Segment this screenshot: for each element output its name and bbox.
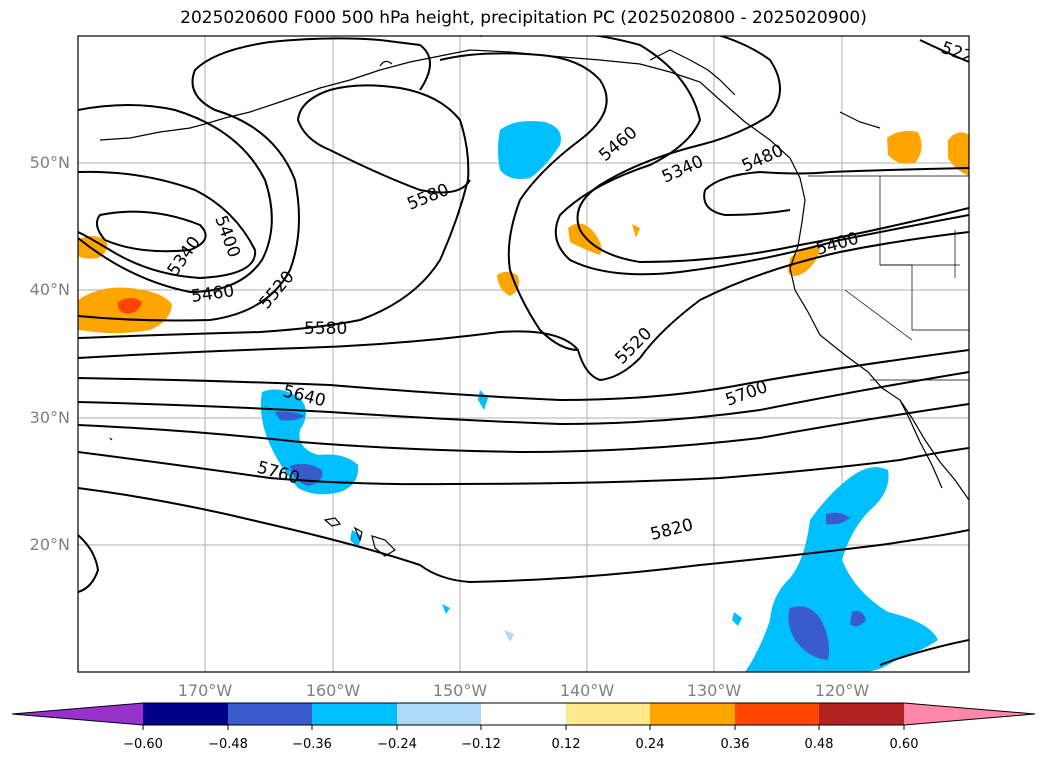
lon-label-140w: 140°W — [559, 681, 615, 700]
precip-negative-area — [442, 604, 450, 614]
colorbar-tick-label: −0.36 — [292, 737, 332, 752]
lat-label-30n: 30°N — [29, 408, 70, 427]
lat-label-50n: 50°N — [29, 153, 70, 172]
lat-label-40n: 40°N — [29, 280, 70, 299]
lon-label-130w: 130°W — [686, 681, 742, 700]
colorbar-swatch — [397, 703, 481, 725]
lat-label-20n: 20°N — [29, 535, 70, 554]
colorbar-tick-label: 0.24 — [635, 737, 665, 752]
colorbar-tick-label: −0.60 — [123, 737, 163, 752]
colorbar-swatch — [312, 703, 397, 725]
precip-shading — [78, 121, 969, 672]
precip-positive-area — [568, 223, 602, 255]
colorbar-tick-label: −0.24 — [377, 737, 417, 752]
colorbar-tick-label: 0.60 — [889, 737, 919, 752]
colorbar-tick-label: 0.12 — [551, 737, 581, 752]
precip-positive-area — [887, 130, 922, 164]
political-borders — [808, 175, 969, 381]
precip-positive-area — [948, 132, 969, 176]
precip-positive-area — [632, 224, 640, 238]
precip-negative-core — [850, 611, 866, 627]
map-frame — [77, 35, 970, 673]
precip-negative-core — [788, 606, 829, 660]
precip-positive-core — [117, 298, 142, 314]
colorbar-swatch — [481, 703, 566, 725]
height-contours — [78, 36, 969, 666]
lon-label-170w: 170°W — [177, 681, 233, 700]
precip-negative-area — [498, 121, 561, 179]
precip-negative-area — [732, 612, 742, 626]
colorbar-tick-label: 0.48 — [804, 737, 834, 752]
colorbar-swatch — [650, 703, 735, 725]
colorbar-swatch — [228, 703, 312, 725]
colorbar-swatch — [566, 703, 650, 725]
lon-label-120w: 120°W — [814, 681, 870, 700]
colorbar-extend-low — [12, 703, 143, 725]
precip-negative-core — [275, 411, 305, 421]
colorbar-swatch — [819, 703, 904, 725]
precip-negative-core — [826, 512, 850, 525]
colorbar — [11, 702, 1036, 730]
colorbar-extend-high — [904, 703, 1035, 725]
coastlines — [99, 49, 969, 557]
contour-label: 5580 — [304, 319, 347, 339]
colorbar-swatch — [735, 703, 819, 725]
lon-label-150w: 150°W — [432, 681, 488, 700]
lon-label-160w: 160°W — [305, 681, 361, 700]
precip-negative-area — [350, 530, 362, 548]
colorbar-tick-label: −0.48 — [208, 737, 248, 752]
colorbar-tick-label: 0.36 — [720, 737, 750, 752]
map-title: 2025020600 F000 500 hPa height, precipit… — [180, 8, 867, 28]
precip-negative-area — [504, 630, 514, 642]
colorbar-swatch — [143, 703, 228, 725]
colorbar-tick-label: −0.12 — [461, 737, 501, 752]
